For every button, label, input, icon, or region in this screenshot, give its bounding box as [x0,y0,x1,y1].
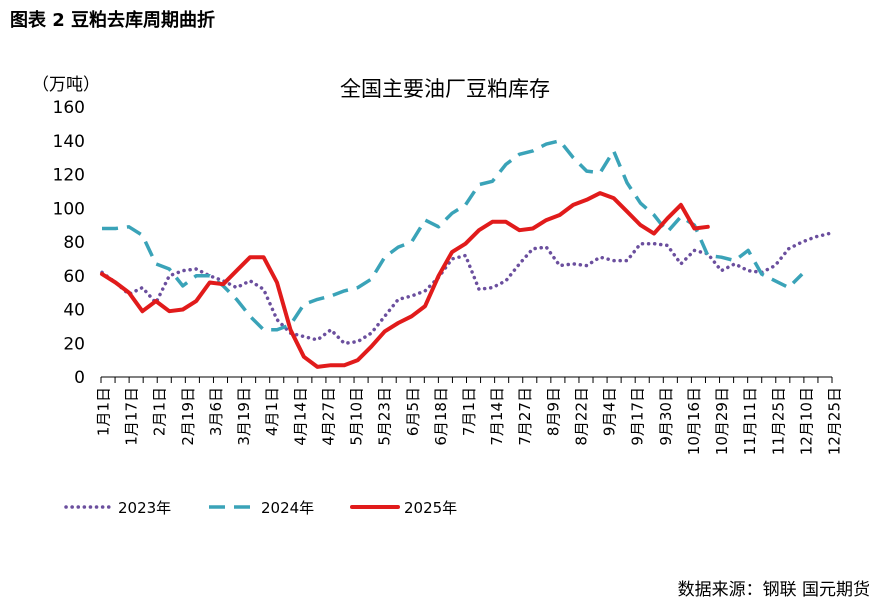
x-tick-label: 2月19日 [179,387,197,446]
x-tick-label: 6月5日 [404,387,422,436]
legend-label-1: 2023年 [118,499,171,517]
series-line-2 [102,139,804,332]
y-tick-label: 0 [74,368,85,388]
x-tick-label: 7月27日 [516,387,534,446]
x-tick-label: 5月23日 [376,387,394,446]
x-tick-label: 6月18日 [432,387,450,446]
x-tick-label: 10月29日 [713,387,731,455]
legend-label-3: 2025年 [404,499,457,517]
x-tick-label: 7月1日 [460,387,478,436]
x-tick-label: 4月1日 [263,387,281,436]
y-tick-label: 20 [63,334,85,354]
x-tick-label: 11月11日 [741,387,759,455]
x-tick-label: 2月1日 [151,387,169,436]
y-tick-label: 120 [53,166,85,186]
x-tick-label: 9月30日 [657,387,675,446]
y-tick-label: 40 [63,301,85,321]
y-tick-label: 100 [53,199,85,219]
series-line-3 [100,191,710,369]
x-tick-label: 9月4日 [601,387,619,436]
x-tick-label: 1月17日 [123,387,141,446]
x-tick-label: 9月17日 [629,387,647,446]
x-tick-label: 12月10日 [797,387,815,455]
x-tick-label: 3月19日 [235,387,253,446]
x-tick-label: 10月16日 [685,387,703,455]
x-tick-label: 11月25日 [769,387,787,455]
x-tick-label: 4月14日 [291,387,309,446]
x-tick-label: 8月9日 [544,387,562,436]
y-tick-label: 60 [63,267,85,287]
x-tick-label: 8月22日 [572,387,590,446]
x-tick-label: 7月14日 [488,387,506,446]
figure-title: 图表 2 豆粕去库周期曲折 [10,10,216,31]
x-tick-label: 12月25日 [826,387,844,455]
x-tick-label: 5月10日 [348,387,366,446]
y-axis-unit-label: （万吨） [32,75,100,95]
x-tick-label: 1月1日 [95,387,113,436]
legend-label-2: 2024年 [261,499,314,517]
x-tick-label: 4月27日 [319,387,337,446]
y-tick-label: 80 [63,233,85,253]
x-tick-label: 3月6日 [207,387,225,436]
y-tick-label: 160 [53,98,85,118]
source-note: 数据来源：钢联 国元期货 [677,580,870,600]
series-line-1 [100,231,831,346]
y-tick-label: 140 [53,132,85,152]
chart-title: 全国主要油厂豆粕库存 [340,77,550,101]
